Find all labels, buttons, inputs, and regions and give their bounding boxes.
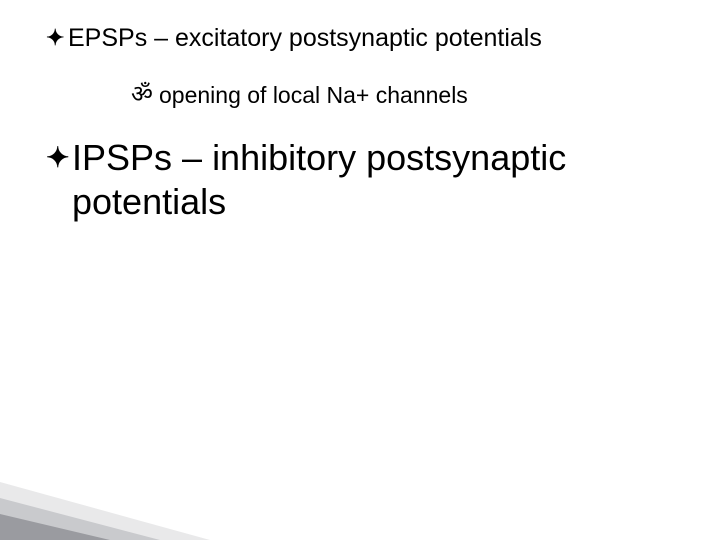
- bullet-icon: ✦: [46, 136, 72, 180]
- list-item: ✦ IPSPs – inhibitory postsynaptic potent…: [46, 136, 680, 224]
- list-subitem-text: opening of local Na+ channels: [159, 80, 468, 110]
- bullet-icon: ✦: [46, 22, 68, 54]
- corner-decoration-icon: [0, 470, 220, 540]
- list-subitem: ॐ opening of local Na+ channels: [131, 80, 680, 110]
- list-item: ✦ EPSPs – excitatory postsynaptic potent…: [46, 22, 680, 54]
- bullet-icon: ॐ: [131, 80, 159, 110]
- list-item-text: EPSPs – excitatory postsynaptic potentia…: [68, 22, 542, 54]
- list-item-text: IPSPs – inhibitory postsynaptic potentia…: [72, 136, 680, 224]
- slide: ✦ EPSPs – excitatory postsynaptic potent…: [0, 0, 720, 540]
